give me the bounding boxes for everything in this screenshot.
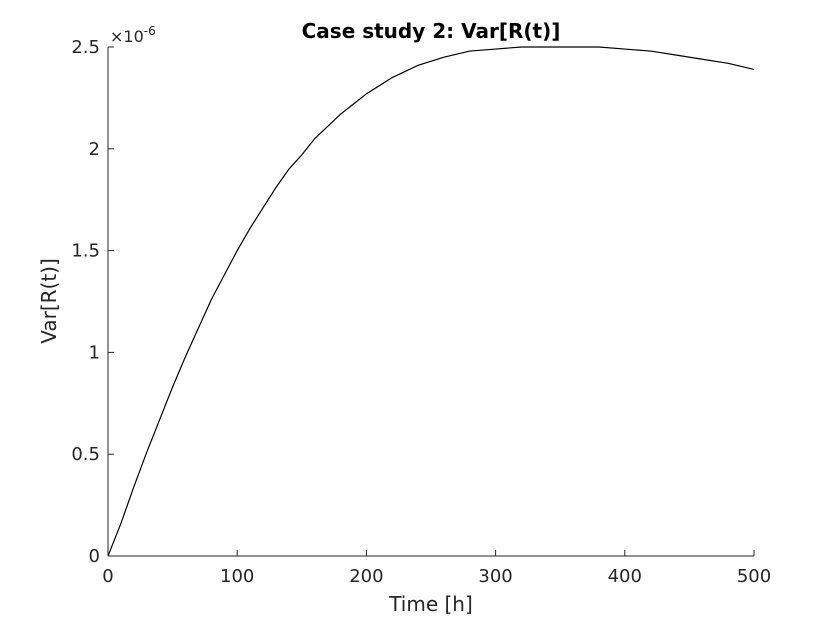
series-line [107, 46, 755, 557]
x-tick-label: 0 [102, 566, 113, 587]
plot-background [108, 47, 754, 556]
x-tick-label: 300 [478, 566, 512, 587]
y-tick-label: 1.5 [71, 241, 100, 262]
y-exponent-power: -6 [144, 24, 156, 38]
x-tick-label: 200 [349, 566, 383, 587]
y-tick-label: 0 [89, 546, 100, 567]
y-tick-label: 0.5 [71, 444, 100, 465]
y-tick-label: 2.5 [71, 37, 100, 58]
x-tick-label: 500 [737, 566, 771, 587]
y-tick-label: 1 [89, 342, 100, 363]
y-exponent-label: ×10-6 [110, 24, 156, 46]
x-tick-label: 100 [220, 566, 254, 587]
y-tick-label: 2 [89, 139, 100, 160]
y-ticks: 0 0.5 1 1.5 2 2.5 [71, 37, 114, 567]
y-exponent-base: ×10 [110, 27, 144, 46]
x-ticks: 0 100 200 300 400 500 [102, 550, 771, 587]
x-tick-label: 400 [608, 566, 642, 587]
chart-title: Case study 2: Var[R(t)] [302, 19, 561, 43]
y-axis-label: Var[R(t)] [37, 258, 61, 344]
series-layer [107, 46, 755, 557]
plot-area: 0 100 200 300 400 500 0 0.5 1 1.5 2 2.5 [71, 37, 771, 587]
x-axis-label: Time [h] [388, 592, 473, 616]
